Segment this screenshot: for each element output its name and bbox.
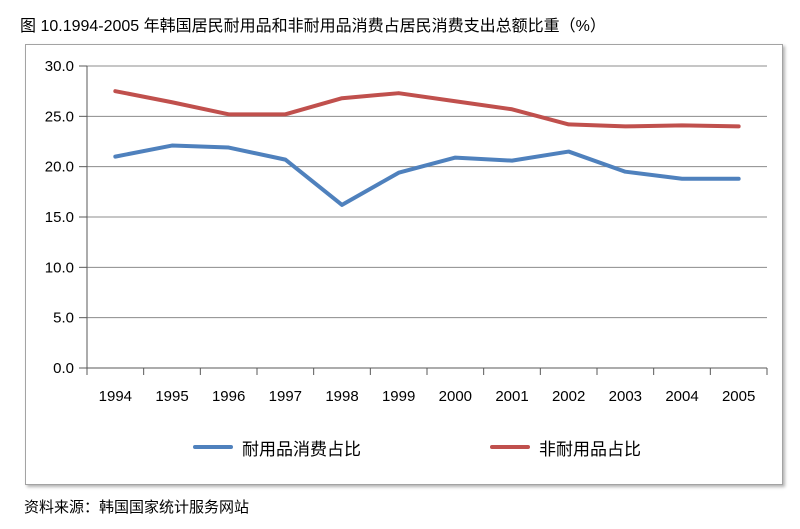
svg-text:2001: 2001	[495, 388, 528, 405]
svg-text:1999: 1999	[382, 388, 415, 405]
legend-label-nondurable: 非耐用品占比	[539, 439, 641, 459]
svg-text:1994: 1994	[99, 388, 132, 405]
svg-text:1997: 1997	[269, 388, 302, 405]
svg-text:0.0: 0.0	[53, 360, 74, 377]
source-note: 资料来源：韩国国家统计服务网站	[24, 499, 250, 516]
svg-text:2002: 2002	[552, 388, 585, 405]
svg-text:5.0: 5.0	[53, 310, 74, 327]
svg-text:15.0: 15.0	[45, 209, 74, 226]
line-chart-plot-area: 0.0 5.0 10.0 15.0 20.0 25.0 30.0 1994 1995 1996 19…	[45, 58, 768, 405]
svg-text:2000: 2000	[439, 388, 472, 405]
figure-title: 图 10.1994-2005 年韩国居民耐用品和非耐用品消费占居民消费支出总额比…	[20, 18, 606, 35]
legend-key-line-blue	[193, 445, 233, 449]
chart-frame: 0.0 5.0 10.0 15.0 20.0 25.0 30.0 1994 1995 1996 19…	[25, 44, 783, 485]
legend-label-durable: 耐用品消费占比	[242, 439, 361, 459]
svg-text:25.0: 25.0	[45, 108, 74, 125]
legend-item-durable: 耐用品消费占比	[193, 436, 361, 459]
svg-text:2005: 2005	[722, 388, 755, 405]
svg-text:2003: 2003	[609, 388, 642, 405]
svg-text:2004: 2004	[665, 388, 698, 405]
svg-text:30.0: 30.0	[45, 58, 74, 75]
svg-text:1998: 1998	[325, 388, 358, 405]
svg-text:1995: 1995	[155, 388, 188, 405]
svg-text:1996: 1996	[212, 388, 245, 405]
svg-text:20.0: 20.0	[45, 159, 74, 176]
svg-text:10.0: 10.0	[45, 259, 74, 276]
legend-key-line-red	[490, 445, 530, 449]
legend-item-nondurable: 非耐用品占比	[490, 436, 641, 459]
